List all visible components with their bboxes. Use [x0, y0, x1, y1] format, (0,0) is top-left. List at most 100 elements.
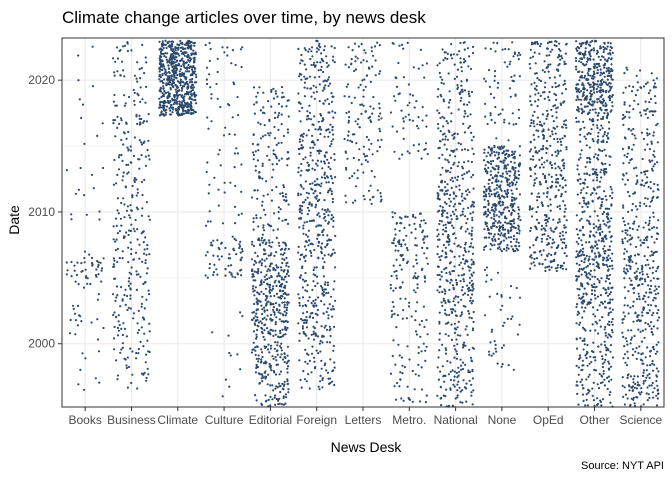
data-point: [310, 352, 314, 355]
data-point: [559, 140, 563, 143]
data-point: [597, 239, 600, 242]
data-point: [304, 348, 307, 351]
data-point: [158, 68, 161, 71]
data-point: [144, 261, 147, 265]
data-point: [543, 70, 546, 74]
data-point: [414, 244, 417, 247]
data-point: [460, 80, 463, 83]
data-point: [468, 316, 471, 319]
data-point: [610, 240, 613, 243]
data-point: [354, 55, 357, 58]
data-point: [517, 58, 520, 61]
data-point: [83, 250, 86, 253]
data-point: [502, 211, 505, 214]
data-point: [120, 286, 123, 289]
data-point: [607, 311, 610, 315]
data-point: [561, 247, 564, 250]
data-point: [313, 367, 317, 370]
data-point: [400, 245, 403, 248]
data-point: [459, 334, 462, 337]
data-point: [598, 372, 601, 375]
data-point: [287, 265, 290, 268]
data-point: [116, 260, 119, 264]
data-point: [457, 108, 460, 111]
data-point: [283, 301, 286, 304]
data-point: [351, 49, 354, 52]
data-point: [173, 76, 176, 79]
data-point: [539, 42, 543, 46]
data-point: [240, 163, 243, 166]
data-point: [129, 287, 132, 290]
data-point: [379, 200, 382, 203]
data-point: [353, 69, 356, 73]
data-point: [512, 234, 516, 238]
data-point: [354, 68, 357, 71]
data-point: [332, 349, 335, 352]
data-point: [304, 271, 307, 275]
data-point: [361, 79, 364, 82]
data-point: [347, 130, 350, 133]
data-point: [592, 246, 595, 249]
data-point: [422, 305, 425, 308]
data-point: [483, 213, 486, 216]
data-point: [415, 124, 419, 128]
data-point: [170, 74, 174, 78]
data-point: [271, 287, 275, 290]
data-point: [282, 292, 285, 295]
data-point: [511, 206, 514, 209]
data-point: [417, 67, 420, 70]
data-point: [127, 130, 130, 134]
data-point: [409, 93, 412, 96]
data-point: [254, 320, 257, 323]
data-point: [590, 360, 593, 364]
data-point: [317, 296, 320, 299]
data-point: [129, 282, 132, 285]
data-point: [171, 55, 174, 58]
data-point: [228, 385, 231, 388]
data-point: [579, 356, 582, 359]
data-point: [564, 88, 568, 91]
data-point: [518, 193, 522, 196]
data-point: [471, 293, 474, 296]
data-point: [460, 195, 463, 198]
data-point: [609, 155, 612, 158]
data-point: [303, 201, 306, 204]
data-point: [252, 290, 255, 293]
data-point: [74, 319, 78, 322]
data-point: [453, 297, 456, 300]
data-point: [608, 393, 611, 396]
data-point: [211, 331, 214, 334]
data-point: [162, 52, 165, 56]
data-point: [575, 279, 578, 282]
data-point: [599, 207, 602, 210]
data-point: [268, 291, 272, 294]
data-point: [171, 49, 174, 53]
data-point: [325, 151, 328, 154]
data-point: [394, 363, 397, 366]
data-point: [190, 85, 193, 88]
data-point: [213, 263, 216, 266]
data-point: [333, 158, 336, 161]
data-point: [308, 209, 311, 212]
data-point: [362, 194, 365, 198]
data-point: [401, 372, 404, 375]
data-point: [364, 110, 367, 113]
data-point: [216, 57, 219, 61]
data-point: [444, 347, 447, 350]
data-point: [556, 125, 559, 128]
data-point: [254, 165, 257, 168]
data-point: [102, 257, 105, 260]
data-point: [264, 287, 268, 290]
data-point: [133, 179, 136, 182]
data-point: [461, 367, 464, 371]
data-point: [304, 289, 307, 292]
data-point: [127, 95, 131, 99]
data-point: [252, 263, 256, 266]
data-point: [401, 153, 404, 156]
data-point: [486, 227, 490, 230]
data-point: [607, 380, 611, 383]
data-point: [583, 339, 586, 342]
data-point: [415, 258, 418, 261]
data-point: [115, 359, 118, 362]
data-point: [423, 252, 426, 255]
